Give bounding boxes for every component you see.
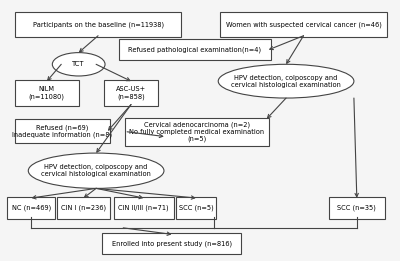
Text: NC (n=469): NC (n=469) bbox=[12, 204, 51, 211]
Ellipse shape bbox=[52, 53, 105, 76]
Text: CIN I (n=236): CIN I (n=236) bbox=[61, 204, 106, 211]
FancyBboxPatch shape bbox=[15, 119, 110, 144]
FancyBboxPatch shape bbox=[102, 233, 242, 254]
Text: HPV detection, colposcopy and
cervical histological examination: HPV detection, colposcopy and cervical h… bbox=[231, 75, 341, 88]
Text: Refused (n=69)
Inadequate information (n=8): Refused (n=69) Inadequate information (n… bbox=[12, 124, 112, 138]
FancyBboxPatch shape bbox=[125, 117, 269, 146]
Text: SCC (n=5): SCC (n=5) bbox=[178, 204, 213, 211]
FancyBboxPatch shape bbox=[15, 80, 79, 106]
Text: CIN II/III (n=71): CIN II/III (n=71) bbox=[118, 204, 169, 211]
Text: Participants on the baseline (n=11938): Participants on the baseline (n=11938) bbox=[32, 21, 164, 28]
Text: Enrolled into present study (n=816): Enrolled into present study (n=816) bbox=[112, 240, 232, 247]
FancyBboxPatch shape bbox=[220, 12, 387, 37]
Text: NILM
(n=11080): NILM (n=11080) bbox=[29, 86, 65, 100]
FancyBboxPatch shape bbox=[57, 197, 110, 219]
Text: TCT: TCT bbox=[72, 61, 85, 67]
Text: SCC (n=35): SCC (n=35) bbox=[337, 204, 376, 211]
FancyBboxPatch shape bbox=[7, 197, 56, 219]
FancyBboxPatch shape bbox=[329, 197, 385, 219]
FancyBboxPatch shape bbox=[15, 12, 182, 37]
FancyBboxPatch shape bbox=[104, 80, 158, 106]
FancyBboxPatch shape bbox=[119, 39, 270, 60]
Text: Cervical adenocarcinoma (n=2)
No fully completed medical examination
(n=5): Cervical adenocarcinoma (n=2) No fully c… bbox=[129, 121, 264, 142]
FancyBboxPatch shape bbox=[114, 197, 174, 219]
Text: Refused pathological examination(n=4): Refused pathological examination(n=4) bbox=[128, 46, 262, 53]
Text: ASC-US+
(n=858): ASC-US+ (n=858) bbox=[116, 86, 146, 100]
Ellipse shape bbox=[28, 153, 164, 188]
Text: HPV detection, colposcopy and
cervical histological examination: HPV detection, colposcopy and cervical h… bbox=[41, 164, 151, 177]
Text: Women with suspected cervical cancer (n=46): Women with suspected cervical cancer (n=… bbox=[226, 21, 382, 28]
FancyBboxPatch shape bbox=[176, 197, 216, 219]
Ellipse shape bbox=[218, 64, 354, 98]
